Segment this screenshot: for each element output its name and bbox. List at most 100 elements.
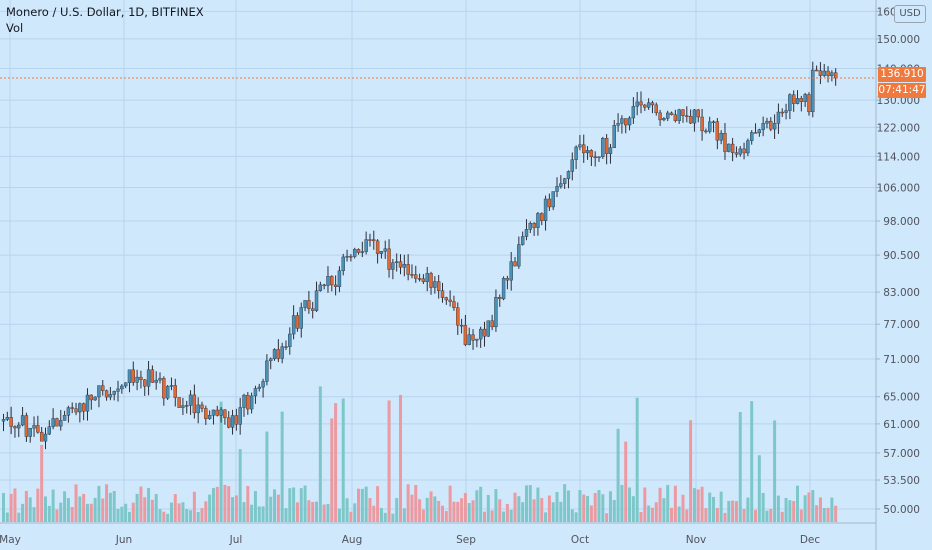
candle-body — [85, 394, 90, 412]
volume-bar — [475, 490, 479, 522]
volume-bar — [85, 503, 89, 522]
volume-bar — [169, 502, 173, 522]
candle-body — [555, 186, 559, 192]
volume-bar — [40, 444, 44, 522]
volume-bar — [315, 501, 319, 522]
candle-body — [242, 394, 246, 408]
candle-body — [692, 109, 697, 124]
volume-bar — [357, 488, 361, 522]
volume-bar — [246, 486, 250, 522]
candle-body — [440, 290, 445, 298]
volume-bar — [754, 509, 758, 522]
candle-body — [89, 394, 93, 401]
candle-body — [227, 417, 231, 428]
candle-body — [318, 284, 323, 291]
candle-body — [143, 379, 147, 387]
volume-bar — [773, 420, 777, 522]
volume-bar — [601, 494, 605, 522]
volume-bar — [17, 512, 21, 522]
volume-bar — [563, 484, 567, 522]
volume-bar — [639, 511, 643, 522]
volume-bar — [208, 494, 212, 522]
candle-body — [597, 156, 601, 158]
volume-bar — [456, 501, 460, 522]
candle-body — [349, 256, 353, 258]
volume-bar — [9, 493, 13, 522]
volume-bar — [322, 504, 326, 522]
candle-body — [13, 426, 17, 429]
volume-bar — [498, 499, 502, 522]
volume-bar — [482, 511, 486, 522]
candle-body — [559, 183, 563, 187]
candle-body — [394, 261, 399, 263]
candle-body — [769, 120, 773, 130]
candle-body — [356, 249, 361, 253]
candle-body — [139, 376, 143, 381]
y-tick-label: 71.000 — [883, 354, 920, 366]
volume-bar — [139, 486, 143, 522]
volume-bar — [177, 503, 181, 522]
volume-bar — [47, 505, 51, 522]
candle-body — [677, 109, 681, 121]
candle-body — [291, 315, 296, 335]
candle-body — [322, 284, 326, 287]
candle-body — [822, 70, 826, 76]
candle-body — [772, 123, 777, 130]
volume-bar — [108, 492, 112, 522]
volume-bar — [147, 488, 151, 522]
candle-body — [352, 249, 357, 257]
candle-body — [341, 256, 345, 271]
candle-body — [20, 415, 25, 426]
candle-body — [723, 133, 727, 152]
candle-body — [207, 415, 212, 419]
candle-body — [276, 349, 281, 359]
candle-body — [104, 390, 109, 398]
volume-bar — [43, 496, 47, 522]
volume-bar — [200, 508, 204, 522]
volume-bar — [307, 500, 311, 522]
candle-body — [624, 118, 628, 126]
candle-body — [650, 102, 655, 106]
candle-body — [55, 418, 59, 427]
volume-bar — [127, 511, 131, 522]
candle-body — [761, 123, 765, 130]
candle-body — [261, 381, 265, 388]
candle-body — [727, 143, 731, 152]
candle-body — [543, 198, 548, 221]
candle-body — [776, 111, 781, 124]
volume-bar — [494, 489, 498, 522]
volume-bar — [803, 495, 807, 522]
candle-body — [498, 297, 502, 300]
candle-body — [459, 324, 464, 327]
candle-body — [78, 403, 82, 413]
volume-bar — [59, 502, 63, 522]
volume-bar — [154, 494, 158, 522]
volume-bar — [635, 397, 639, 522]
candle-body — [59, 420, 63, 427]
volume-bar — [502, 511, 506, 522]
candle-body — [333, 284, 338, 287]
volume-bar — [689, 420, 693, 522]
candle-body — [780, 111, 784, 114]
volume-bar — [360, 488, 364, 522]
candle-body — [608, 147, 613, 154]
volume-bar — [685, 509, 689, 522]
volume-bar — [112, 490, 116, 522]
volume-bar — [211, 488, 215, 522]
y-tick-label: 50.000 — [883, 504, 920, 516]
candle-body — [204, 408, 208, 419]
candle-body — [746, 140, 750, 154]
volume-bar — [517, 496, 521, 522]
candle-body — [444, 297, 449, 301]
volume-bar — [429, 491, 433, 522]
candle-body — [784, 110, 788, 113]
volume-bar — [55, 509, 59, 522]
volume-bar — [353, 503, 357, 522]
chart-grid — [0, 0, 876, 522]
volume-bar — [166, 513, 170, 522]
candle-body — [9, 417, 13, 427]
currency-button[interactable]: USD — [894, 5, 926, 23]
volume-bar — [257, 506, 261, 522]
volume-bar — [70, 506, 74, 522]
